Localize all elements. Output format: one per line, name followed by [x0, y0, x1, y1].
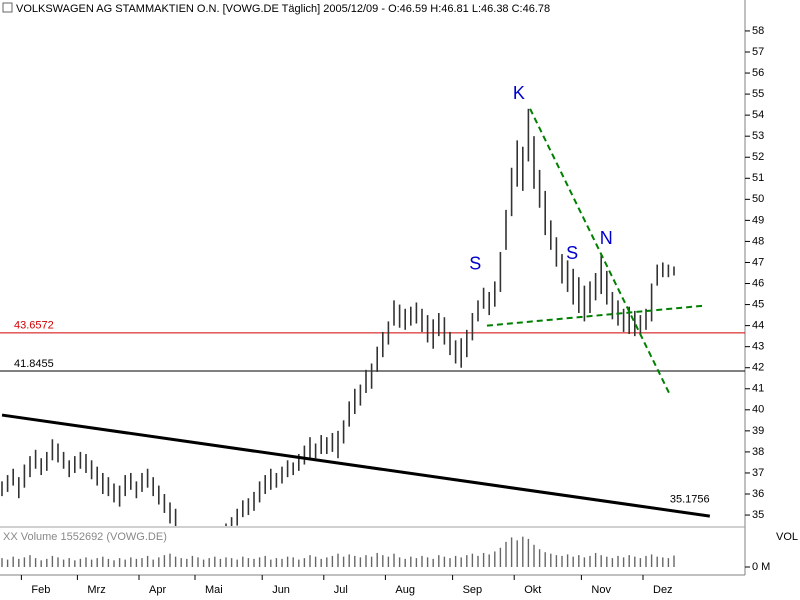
- y-tick-label: 43: [752, 341, 764, 353]
- chart-title: VOLKSWAGEN AG STAMMAKTIEN O.N. [VOWG.DE …: [16, 3, 550, 15]
- y-tick-label: 49: [752, 214, 764, 226]
- y-tick-label: 46: [752, 277, 764, 289]
- x-tick-label: Mrz: [87, 584, 105, 596]
- x-tick-label: Jun: [272, 584, 290, 596]
- y-tick-label: 35: [752, 509, 764, 521]
- y-tick-label: 38: [752, 446, 764, 458]
- y-tick-label: 52: [752, 151, 764, 163]
- x-tick-label: Okt: [524, 584, 541, 596]
- volume-axis-label: VOL: [776, 531, 798, 543]
- y-tick-label: 53: [752, 130, 764, 142]
- y-tick-label: 42: [752, 362, 764, 374]
- y-tick-label: 55: [752, 88, 764, 100]
- trendline: [529, 108, 671, 396]
- annotation: S: [566, 243, 578, 263]
- y-tick-label: 51: [752, 172, 764, 184]
- trendline: [1, 413, 711, 518]
- y-tick-label: 58: [752, 25, 764, 37]
- x-tick-label: Jul: [334, 584, 348, 596]
- annotation: S: [469, 253, 481, 273]
- x-tick-label: Mai: [205, 584, 223, 596]
- price-panel: 43.6572 41.8455 35.1756 K S S N: [0, 83, 745, 526]
- volume-panel: [1, 536, 675, 567]
- x-tick-label: Sep: [463, 584, 483, 596]
- y-tick-label: 47: [752, 256, 764, 268]
- x-tick-label: Dez: [653, 584, 673, 596]
- y-tick-label: 56: [752, 67, 764, 79]
- x-tick-label: Apr: [149, 584, 166, 596]
- y-tick-label: 54: [752, 109, 764, 121]
- icon: [2, 2, 13, 13]
- trendline-label: 35.1756: [670, 493, 710, 505]
- y-tick-label: 45: [752, 298, 764, 310]
- x-tick-label: Aug: [395, 584, 415, 596]
- y-tick-label: 44: [752, 320, 764, 332]
- y-tick-label: 37: [752, 467, 764, 479]
- y-tick-label: 39: [752, 425, 764, 437]
- annotation: N: [600, 228, 613, 248]
- y-tick-label: 41: [752, 383, 764, 395]
- volume-tick-label: 0 M: [752, 561, 770, 573]
- y-tick-label: 40: [752, 404, 764, 416]
- level-label: 41.8455: [14, 358, 54, 370]
- x-tick-label: Feb: [31, 584, 50, 596]
- annotation: K: [513, 83, 525, 103]
- trendline: [486, 304, 705, 327]
- volume-label: XX Volume 1552692 (VOWG.DE): [3, 531, 167, 543]
- level-label: 43.6572: [14, 320, 54, 332]
- x-tick-label: Nov: [591, 584, 611, 596]
- y-tick-label: 57: [752, 46, 764, 58]
- y-tick-label: 36: [752, 488, 764, 500]
- y-tick-label: 50: [752, 193, 764, 205]
- y-tick-label: 48: [752, 235, 764, 247]
